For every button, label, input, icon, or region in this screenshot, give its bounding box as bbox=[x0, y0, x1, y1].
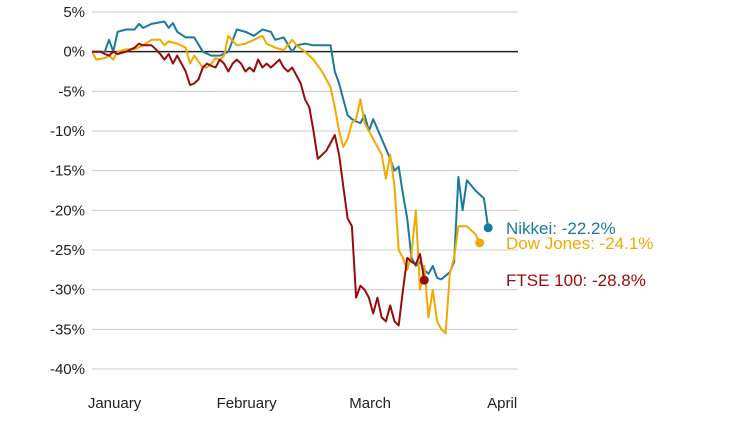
y-tick-label: -10% bbox=[50, 123, 85, 140]
series-end-label: Nikkei: -22.2% bbox=[506, 219, 616, 238]
x-tick-label: January bbox=[88, 395, 142, 412]
series-line-dow-jones bbox=[91, 34, 481, 335]
series-end-label: FTSE 100: -28.8% bbox=[506, 271, 646, 290]
x-tick-label: March bbox=[349, 395, 391, 412]
y-tick-label: -20% bbox=[50, 202, 85, 219]
y-axis-labels: 5% 0% -5% -10% -15% -20% -25% -30% -35% -40% bbox=[50, 4, 85, 378]
y-tick-label: -35% bbox=[50, 321, 85, 338]
x-tick-label: February bbox=[217, 395, 278, 412]
y-tick-label: -40% bbox=[50, 361, 85, 378]
gridlines bbox=[92, 11, 518, 370]
series-endpoints: Nikkei: -22.2%Dow Jones: -24.1% FTSE 100:… bbox=[419, 219, 653, 290]
y-tick-label: 0% bbox=[63, 44, 85, 61]
series-lines bbox=[91, 20, 490, 335]
series-end-label: Dow Jones: -24.1% bbox=[506, 234, 653, 253]
endpoint-marker bbox=[483, 223, 493, 233]
y-tick-label: 5% bbox=[63, 4, 85, 21]
y-tick-label: -15% bbox=[50, 163, 85, 180]
y-tick-label: -25% bbox=[50, 242, 85, 259]
series-line-nikkei bbox=[92, 20, 490, 281]
series-line-ftse-100 bbox=[92, 42, 426, 327]
x-tick-label: April bbox=[487, 395, 517, 412]
y-tick-label: -30% bbox=[50, 282, 85, 299]
endpoint-marker bbox=[475, 238, 485, 248]
y-tick-label: -5% bbox=[58, 83, 85, 100]
endpoint-marker bbox=[419, 275, 429, 285]
x-axis-labels: January February March April bbox=[88, 395, 517, 412]
